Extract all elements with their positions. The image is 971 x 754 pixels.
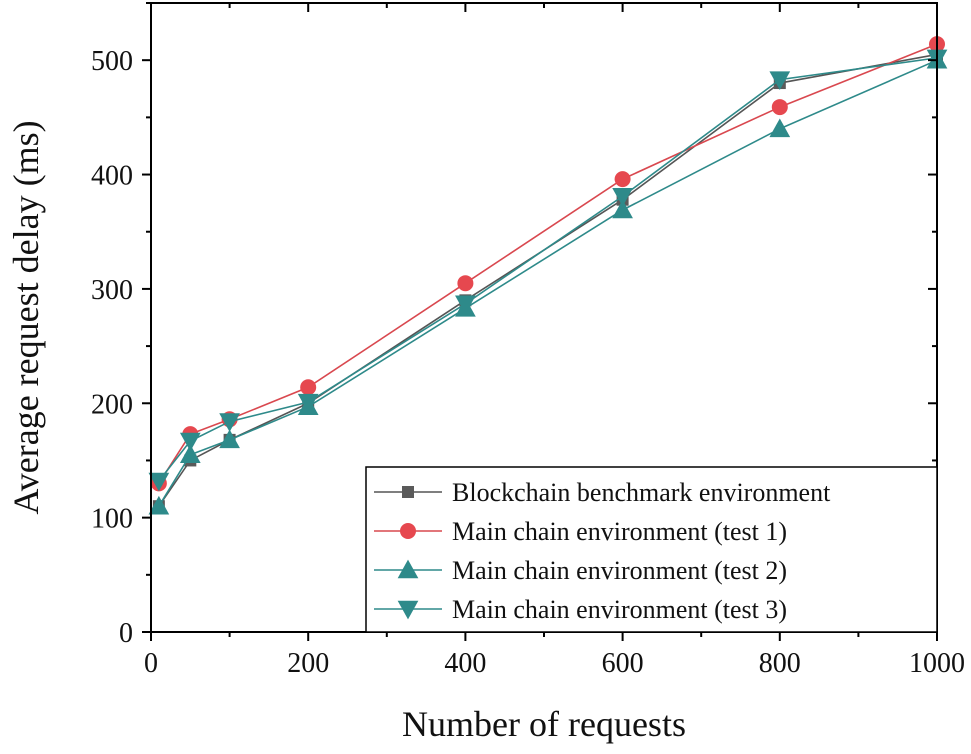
x-tick-label: 600 [602,648,644,679]
data-point-circle [300,379,317,396]
data-point-circle [614,171,631,188]
legend: Blockchain benchmark environment Main cha… [365,466,938,633]
legend-marker-triangle-up [397,559,419,579]
data-point-triangle-up [219,429,240,449]
legend-marker-circle [400,523,416,539]
y-axis-title: Average request delay (ms) [6,120,46,514]
y-tick-label: 0 [119,618,133,649]
series-layer [148,36,948,515]
data-point-circle [771,99,788,116]
data-point-triangle-down [769,71,791,90]
data-point-triangle-down [297,393,319,413]
data-point-triangle-down [148,472,170,492]
y-tick-label: 100 [91,504,133,535]
data-point-triangle-down [612,187,633,207]
y-tick-label: 500 [91,46,133,77]
legend-entry: Blockchain benchmark environment [374,478,831,507]
data-point-triangle-down [179,432,201,452]
data-point-triangle-up [612,199,633,219]
series-3 [148,49,948,515]
legend-entry: Main chain environment (test 1) [374,517,787,546]
x-axis-title: Number of requests [402,704,686,744]
legend-label: Main chain environment (test 2) [452,556,787,585]
legend-label: Blockchain benchmark environment [452,478,831,507]
legend-label: Main chain environment (test 1) [452,517,787,546]
legend-marker-square [402,486,414,498]
y-tick-label: 400 [91,161,133,192]
y-tick-label: 200 [91,389,133,420]
legend-label: Main chain environment (test 3) [452,595,787,624]
series-line [158,59,938,507]
data-point-triangle-down [455,295,476,315]
x-tick-label: 1000 [909,648,965,679]
x-tick-label: 800 [759,648,801,679]
legend-box [365,466,938,633]
data-point-triangle-up [769,118,791,138]
y-tick-label: 300 [91,275,133,306]
legend-entry: Main chain environment (test 2) [374,556,787,585]
x-tick-label: 400 [444,648,486,679]
legend-entry: Main chain environment (test 3) [374,595,787,624]
data-point-triangle-up [179,444,201,464]
x-tick-label: 200 [287,648,329,679]
data-point-triangle-up [148,495,170,515]
legend-marker-triangle-down [397,600,419,620]
ticks-layer: 0 200 400 600 800 1000 0 100 200 300 400 500 [91,2,965,679]
data-point-circle [457,275,474,292]
x-tick-label: 0 [144,648,158,679]
series-2 [150,36,945,492]
data-point-triangle-down [219,413,240,432]
